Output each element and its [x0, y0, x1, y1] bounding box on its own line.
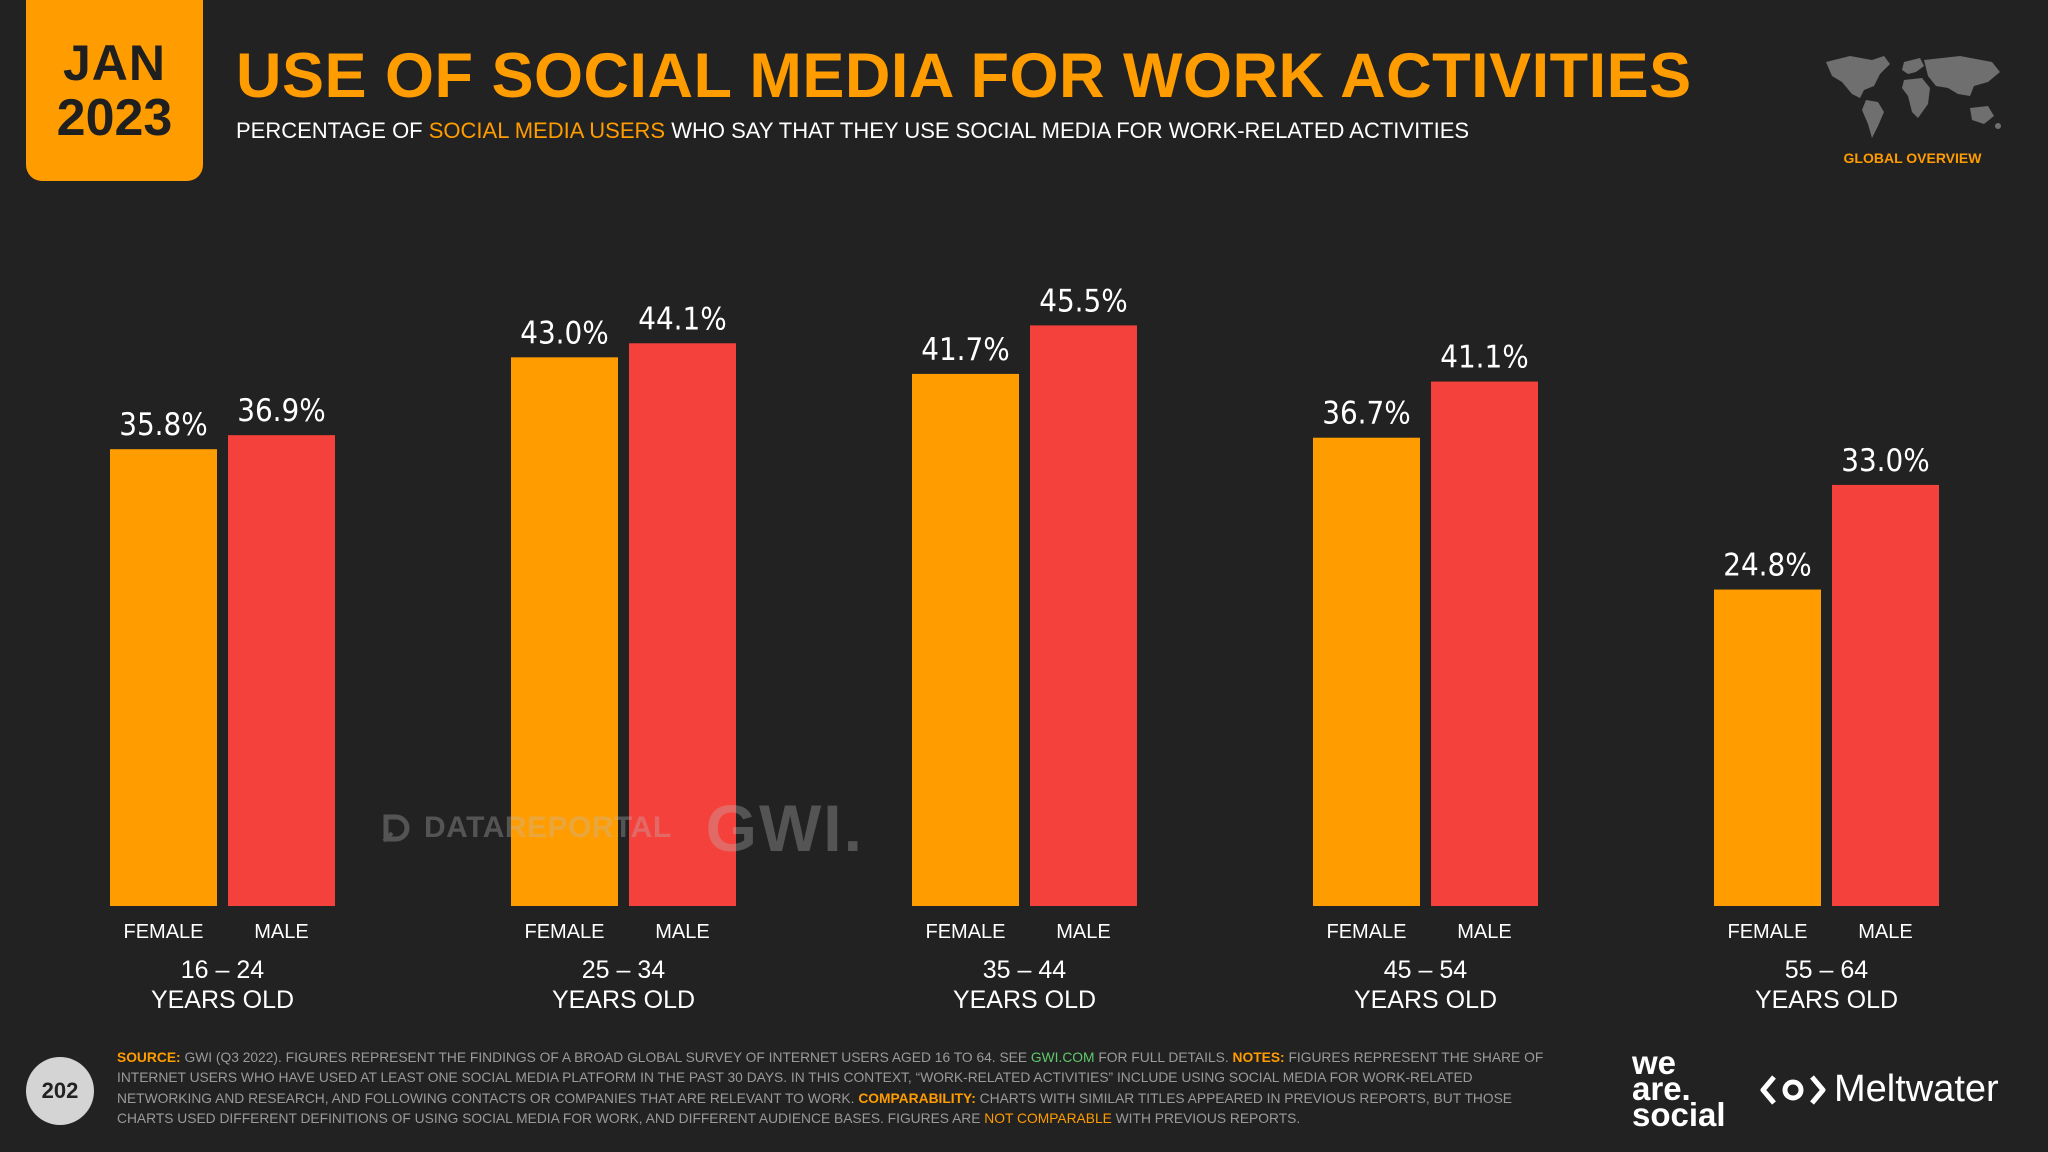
- comparability-label: COMPARABILITY:: [858, 1090, 976, 1106]
- subtitle-highlight: SOCIAL MEDIA USERS: [428, 118, 666, 143]
- bar-male-4: [1832, 484, 1939, 906]
- not-comparable: NOT COMPARABLE: [984, 1110, 1112, 1126]
- category-sublabel-1: YEARS OLD: [552, 986, 695, 1014]
- category-label-3: 45 – 54: [1384, 956, 1468, 984]
- source-text-2: FOR FULL DETAILS.: [1094, 1050, 1233, 1065]
- section-label: GLOBAL OVERVIEW: [1843, 150, 1982, 166]
- category-label-4: 55 – 64: [1785, 956, 1869, 984]
- bar-female-0: [110, 449, 217, 906]
- bar-female-4: [1714, 589, 1821, 906]
- series-label-male-2: MALE: [1056, 921, 1110, 943]
- subtitle-post: WHO SAY THAT THEY USE SOCIAL MEDIA FOR W…: [665, 118, 1470, 143]
- bar-female-3: [1313, 437, 1420, 906]
- brand-social: social: [1632, 1096, 1726, 1133]
- bar-male-3: [1431, 381, 1538, 907]
- series-label-female-1: FEMALE: [524, 921, 604, 943]
- page-number: 202: [26, 1057, 94, 1125]
- series-label-female-3: FEMALE: [1326, 921, 1406, 943]
- series-label-male-3: MALE: [1457, 921, 1511, 943]
- bar-male-0: [228, 435, 335, 906]
- brand-meltwater: Meltwater: [1834, 1068, 1999, 1110]
- meltwater-logo: Meltwater: [1760, 1068, 1999, 1111]
- notes-label: NOTES:: [1232, 1050, 1285, 1065]
- series-label-male-4: MALE: [1858, 921, 1912, 943]
- brand-we: we: [1632, 1044, 1677, 1081]
- date-month: JAN: [62, 34, 167, 91]
- source-label: SOURCE:: [117, 1050, 181, 1065]
- data-label-male-3: 41.1%: [1440, 340, 1529, 376]
- watermark: DATAREPORTAL GWI.: [382, 790, 864, 866]
- category-sublabel-2: YEARS OLD: [953, 986, 1096, 1014]
- page-subtitle: PERCENTAGE OF SOCIAL MEDIA USERS WHO SAY…: [236, 118, 1469, 144]
- date-year: 2023: [56, 88, 173, 147]
- data-label-female-3: 36.7%: [1322, 396, 1411, 432]
- category-sublabel-3: YEARS OLD: [1354, 986, 1497, 1014]
- series-label-female-0: FEMALE: [123, 921, 203, 943]
- date-badge: JAN 2023: [26, 0, 203, 181]
- data-label-female-1: 43.0%: [520, 315, 609, 351]
- bar-male-1: [629, 343, 736, 906]
- footnote: SOURCE: GWI (Q3 2022). FIGURES REPRESENT…: [117, 1048, 1567, 1129]
- category-sublabel-0: YEARS OLD: [151, 986, 294, 1014]
- watermark-datareportal: DATAREPORTAL: [424, 811, 672, 844]
- page-title: USE OF SOCIAL MEDIA FOR WORK ACTIVITIES: [236, 41, 1692, 111]
- data-label-female-2: 41.7%: [921, 332, 1010, 368]
- watermark-gwi: GWI.: [705, 791, 864, 865]
- brand-are: are.: [1632, 1070, 1691, 1107]
- series-label-male-0: MALE: [254, 921, 308, 943]
- bar-female-1: [511, 357, 618, 906]
- series-label-male-1: MALE: [655, 921, 709, 943]
- world-map-icon: [1826, 56, 2001, 138]
- category-label-2: 35 – 44: [983, 956, 1067, 984]
- we-are-social-logo: we are. social: [1632, 1044, 1726, 1133]
- subtitle-pre: PERCENTAGE OF: [236, 118, 429, 143]
- notes-text: FIGURES REPRESENT THE SHARE OF INTERNET …: [117, 1050, 1544, 1106]
- series-label-female-4: FEMALE: [1727, 921, 1807, 943]
- data-label-male-0: 36.9%: [237, 393, 326, 429]
- comparability-end: WITH PREVIOUS REPORTS.: [1111, 1110, 1301, 1126]
- category-label-1: 25 – 34: [582, 956, 666, 984]
- comparability-text: CHARTS WITH SIMILAR TITLES APPEARED IN P…: [117, 1090, 1512, 1126]
- series-label-female-2: FEMALE: [925, 921, 1005, 943]
- bar-female-2: [912, 373, 1019, 907]
- datareportal-logo-icon: [382, 814, 410, 843]
- data-label-male-2: 45.5%: [1039, 283, 1128, 319]
- category-label-0: 16 – 24: [181, 956, 265, 984]
- bar-male-2: [1030, 325, 1137, 906]
- meltwater-logo-icon: [1760, 1074, 1826, 1105]
- category-sublabel-4: YEARS OLD: [1755, 986, 1898, 1014]
- data-label-female-0: 35.8%: [119, 407, 208, 443]
- data-label-male-1: 44.1%: [638, 301, 727, 337]
- source-link[interactable]: GWI.COM: [1030, 1050, 1095, 1065]
- data-label-female-4: 24.8%: [1723, 548, 1812, 584]
- source-text-1: GWI (Q3 2022). FIGURES REPRESENT THE FIN…: [180, 1050, 1031, 1065]
- data-label-male-4: 33.0%: [1841, 443, 1930, 479]
